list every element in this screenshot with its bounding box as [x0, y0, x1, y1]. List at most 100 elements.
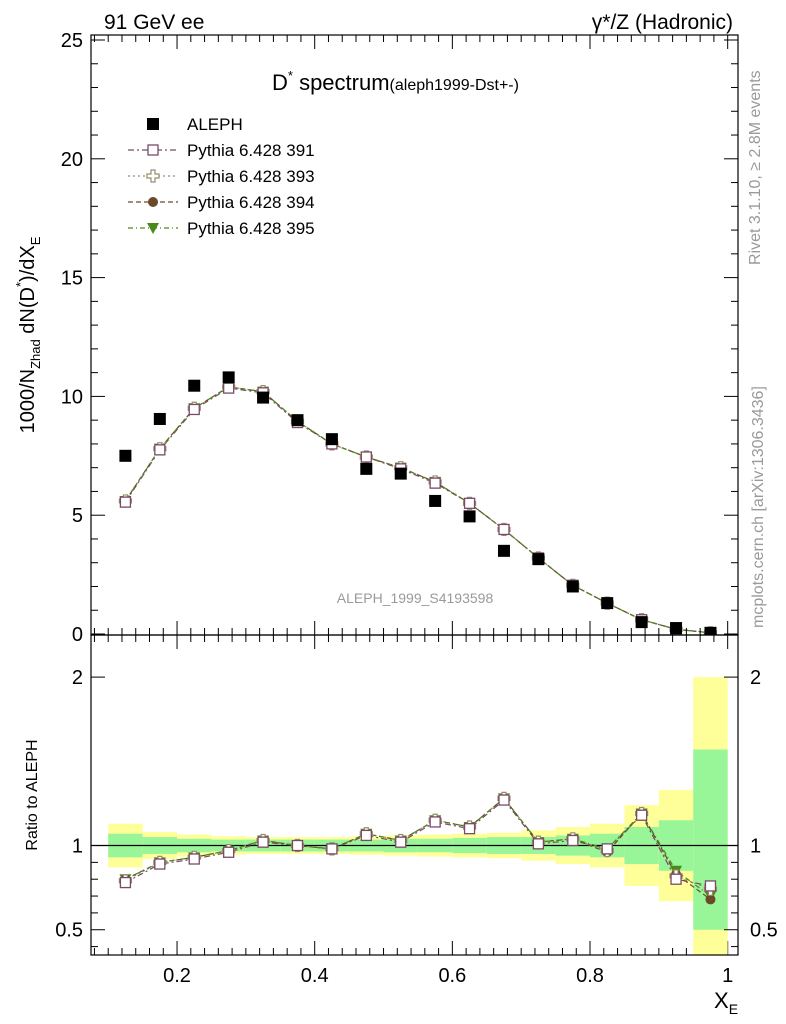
ratio-point — [154, 858, 166, 870]
main-y-tick-label: 10 — [61, 386, 83, 408]
legend-marker — [147, 223, 159, 234]
data-point — [119, 496, 132, 508]
legend-label: Pythia 6.428 391 — [187, 141, 315, 160]
series-line — [124, 386, 711, 634]
ratio-point — [463, 823, 476, 835]
ratio-markers-p391 — [119, 794, 717, 892]
data-point — [291, 414, 304, 427]
series-line — [125, 799, 711, 887]
main-series — [118, 371, 718, 635]
legend-entry: Pythia 6.428 395 — [128, 219, 315, 238]
ratio-point — [395, 836, 407, 848]
main-ylabel: 1000/NZhad dN(D*)/dXE — [13, 236, 43, 433]
data-point — [497, 544, 510, 557]
ratio-point — [601, 843, 613, 855]
rivet-label: Rivet 3.1.10, ≥ 2.8M events — [747, 70, 764, 265]
data-point — [153, 412, 166, 425]
x-tick-label: 0.6 — [438, 965, 466, 987]
data-point — [188, 379, 201, 392]
legend-marker — [147, 118, 159, 130]
ratio-point — [326, 843, 338, 855]
legend-entry: Pythia 6.428 394 — [128, 193, 315, 212]
data-point — [635, 616, 648, 629]
legend-label: Pythia 6.428 394 — [187, 193, 315, 212]
main-y-tick-label: 5 — [72, 505, 83, 527]
title-paren: (aleph1999-Dst+-) — [390, 77, 519, 94]
ratio-point — [498, 794, 510, 806]
data-point — [188, 403, 200, 416]
ratio-point — [635, 809, 648, 821]
x-ticks — [93, 35, 729, 955]
data-point — [257, 391, 270, 404]
main-y-tick-label: 0 — [72, 624, 83, 646]
legend-marker — [147, 144, 159, 156]
ratio-point — [360, 829, 372, 842]
ratio-y-tick-label: 1 — [72, 836, 83, 858]
ratio-point — [223, 846, 235, 858]
legend-marker — [148, 197, 158, 207]
main-ticks — [91, 39, 738, 635]
data-point — [360, 451, 372, 463]
ratio-series — [118, 791, 718, 905]
ratio-point — [119, 876, 132, 889]
ratio-y-tick-label: 2 — [72, 667, 83, 689]
ratio-frame — [90, 634, 739, 956]
data-point — [566, 580, 579, 593]
ratio-point — [705, 894, 716, 905]
main-panel: 0 5 10 15 20 25 — [61, 30, 739, 955]
x-tick-label: 0.8 — [576, 965, 604, 987]
ratio-series-p391 — [125, 799, 711, 887]
ratio-point — [188, 853, 200, 865]
x-axis-label: XE — [714, 988, 738, 1017]
data-point — [429, 494, 442, 507]
legend-label: Pythia 6.428 393 — [187, 167, 315, 186]
mcplots-label: mcplots.cern.ch [arXiv:1306.3436] — [750, 386, 767, 628]
ratio-point — [429, 816, 441, 828]
header-right: γ*/Z (Hadronic) — [592, 11, 733, 34]
ratio-point — [567, 834, 579, 847]
ratio-point — [532, 838, 545, 850]
main-y-tick-label: 25 — [61, 30, 83, 52]
legend-entry: ALEPH — [147, 115, 243, 134]
data-point — [601, 597, 614, 610]
ratio-y-tick-label-right: 1 — [750, 836, 761, 858]
data-point — [223, 382, 235, 394]
ratio-point — [257, 836, 269, 848]
data-point — [119, 449, 132, 462]
data-point — [532, 553, 545, 566]
data-point — [222, 371, 235, 384]
legend-label: Pythia 6.428 395 — [187, 219, 315, 238]
ratio-point — [670, 873, 682, 885]
ratio-y-tick-label: 0.5 — [55, 920, 83, 942]
data-point — [670, 622, 683, 635]
series-line — [125, 797, 711, 897]
data-point — [498, 523, 510, 536]
markers-data — [119, 371, 717, 635]
data-point — [325, 433, 338, 446]
ratio-panel: 0.2 0.4 0.6 0.8 1 0.5 0.5 1 1 2 2 — [55, 634, 778, 987]
legend-marker — [146, 169, 160, 183]
legend-label: ALEPH — [187, 115, 243, 134]
title-rest: spectrum — [293, 70, 390, 95]
title-sup: * — [288, 68, 293, 83]
ratio-point — [704, 880, 717, 892]
data-point — [429, 477, 441, 489]
analysis-watermark: ALEPH_1999_S4193598 — [337, 590, 494, 606]
legend-entry: Pythia 6.428 393 — [128, 167, 315, 186]
data-point — [360, 462, 373, 475]
uncertainty-bands — [108, 677, 728, 955]
ratio-ticks — [91, 676, 738, 948]
x-tick-label: 0.2 — [163, 965, 191, 987]
ratio-series-p395 — [125, 797, 711, 897]
ratio-ylabel: Ratio to ALEPH — [24, 739, 41, 850]
data-point — [704, 626, 717, 635]
legend-entry: Pythia 6.428 391 — [128, 141, 315, 160]
legend: ALEPH Pythia 6.428 391 Pythia 6.428 393 Pyt… — [128, 115, 315, 238]
main-y-tick-label: 15 — [61, 268, 83, 290]
x-tick-label: 0.4 — [301, 965, 329, 987]
header-left: 91 GeV ee — [104, 11, 204, 34]
ratio-y-tick-label-right: 2 — [750, 667, 761, 689]
title-main: D — [272, 70, 288, 95]
data-point — [463, 510, 476, 523]
